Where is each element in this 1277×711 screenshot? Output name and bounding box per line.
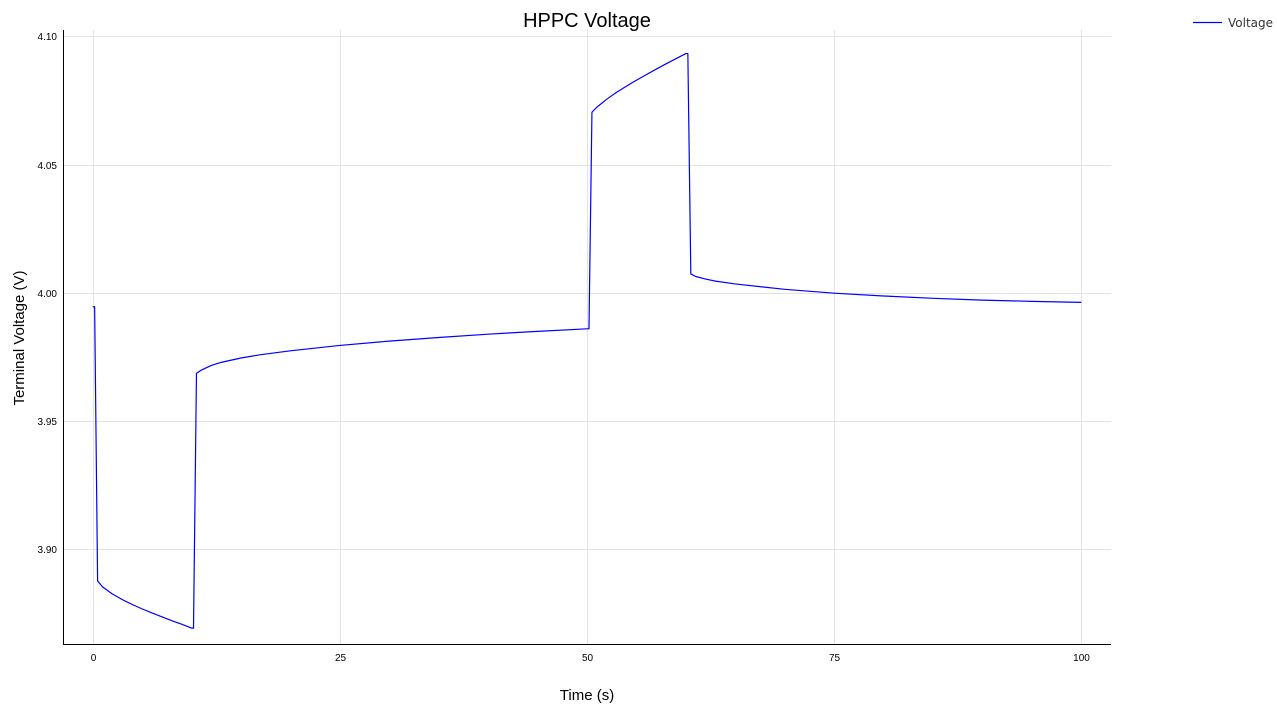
y-tick-label: 4.05 <box>38 161 58 172</box>
legend[interactable]: Voltage <box>1193 16 1273 30</box>
grid <box>63 30 1111 645</box>
series <box>92 52 1082 629</box>
legend-label-voltage: Voltage <box>1228 16 1273 30</box>
y-tick-label: 3.90 <box>38 545 58 556</box>
axes <box>63 30 1111 645</box>
x-tick-label: 25 <box>335 653 347 664</box>
x-tick-label: 75 <box>829 653 841 664</box>
x-ticks: 0 25 50 75 100 <box>91 653 1091 664</box>
x-tick-label: 100 <box>1073 653 1090 664</box>
y-axis-label: Terminal Voltage (V) <box>11 270 28 405</box>
series-line-voltage <box>92 52 1082 629</box>
y-tick-label: 4.00 <box>38 289 58 300</box>
chart-title: HPPC Voltage <box>523 10 651 32</box>
y-ticks: 3.90 3.95 4.00 4.05 4.10 <box>38 32 58 556</box>
x-tick-label: 0 <box>91 653 97 664</box>
y-tick-label: 3.95 <box>38 417 58 428</box>
x-tick-label: 50 <box>582 653 594 664</box>
y-tick-label: 4.10 <box>38 32 58 43</box>
x-axis-label: Time (s) <box>560 687 614 704</box>
